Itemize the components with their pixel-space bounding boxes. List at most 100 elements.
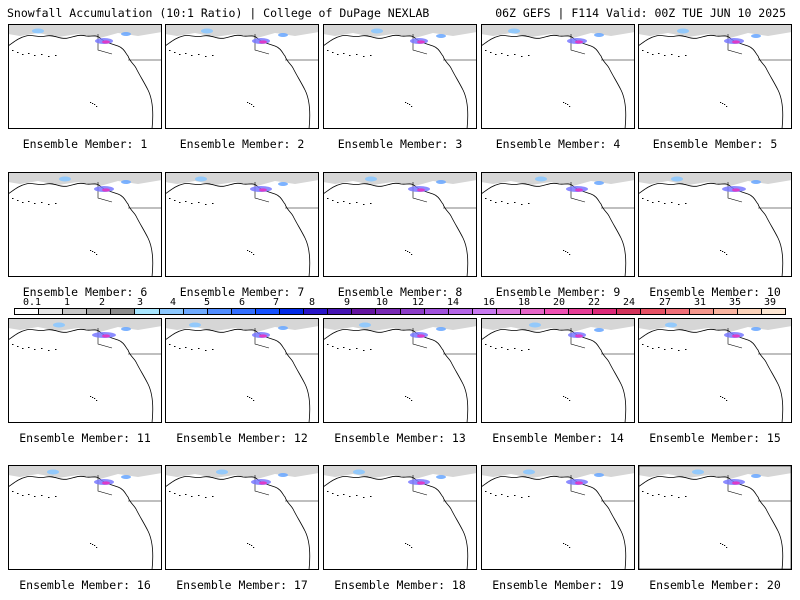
terrain-shading <box>165 24 319 38</box>
color-swatch <box>665 309 690 314</box>
ensemble-map <box>638 172 792 277</box>
color-swatch <box>593 309 618 314</box>
ensemble-member-label: Ensemble Member: 16 <box>19 578 151 592</box>
color-scale-label: 10 <box>375 297 389 308</box>
ensemble-map <box>8 172 162 277</box>
national-border <box>97 34 162 62</box>
coastline <box>323 182 469 277</box>
ensemble-map <box>638 318 792 423</box>
terrain-shading <box>638 465 792 479</box>
ensemble-map <box>481 172 635 277</box>
color-scale-label: 4 <box>169 297 177 308</box>
terrain-shading <box>323 172 477 186</box>
terrain-shading <box>323 465 477 479</box>
ensemble-member-label: Ensemble Member: 11 <box>19 431 151 445</box>
terrain-shading <box>8 24 162 38</box>
coastline <box>638 475 784 570</box>
national-border <box>570 34 635 62</box>
snowfall-shading <box>671 176 761 192</box>
ensemble-member-label: Ensemble Member: 6 <box>22 285 148 299</box>
snowfall-shading <box>535 176 604 192</box>
snowfall-shading <box>523 469 604 485</box>
coastline <box>638 34 784 129</box>
coastline <box>8 34 154 129</box>
coastline <box>323 328 469 423</box>
coastline <box>165 328 311 423</box>
terrain-shading <box>8 172 162 186</box>
ensemble-member-label: Ensemble Member: 9 <box>495 285 621 299</box>
hawaii-islands <box>90 543 98 548</box>
ensemble-map <box>323 172 477 277</box>
color-scale-label: 8 <box>308 297 316 308</box>
terrain-shading <box>8 318 162 332</box>
hawaii-islands <box>405 396 413 401</box>
ensemble-map <box>8 318 162 423</box>
color-swatch <box>520 309 546 314</box>
color-swatch <box>761 309 785 314</box>
ensemble-map <box>481 465 635 570</box>
color-swatch <box>111 309 136 314</box>
ensemble-map <box>165 465 319 570</box>
color-swatch <box>159 309 184 314</box>
terrain-shading <box>481 172 635 186</box>
terrain-shading <box>481 465 635 479</box>
national-border <box>727 34 792 62</box>
panel-frame <box>638 172 792 277</box>
color-swatch <box>569 309 594 314</box>
national-border <box>727 328 792 356</box>
aleutian-islands <box>642 198 687 205</box>
aleutian-islands <box>642 491 687 498</box>
color-scale-label: 2 <box>98 297 106 308</box>
snowfall-shading <box>529 322 604 338</box>
aleutian-islands <box>327 344 372 351</box>
hawaii-islands <box>247 250 255 255</box>
snowfall-shading <box>59 176 131 192</box>
ensemble-member-label: Ensemble Member: 7 <box>179 285 305 299</box>
hawaii-islands <box>405 250 413 255</box>
aleutian-islands <box>169 344 214 351</box>
coastline <box>481 182 627 277</box>
panel-frame <box>8 172 162 277</box>
hawaii-islands <box>720 543 728 548</box>
panel-frame <box>323 318 477 423</box>
panel-frame <box>8 24 162 129</box>
color-swatch <box>231 309 256 314</box>
hawaii-islands <box>720 396 728 401</box>
terrain-shading <box>638 172 792 186</box>
coastline <box>481 475 627 570</box>
model-valid-time: 06Z GEFS | F114 Valid: 00Z TUE JUN 10 20… <box>495 6 786 20</box>
ensemble-map <box>8 24 162 129</box>
color-scale-label: 1 <box>63 297 71 308</box>
coastline <box>323 475 469 570</box>
hawaii-islands <box>405 102 413 107</box>
snowfall-shading <box>195 176 288 192</box>
color-swatch <box>448 309 473 314</box>
color-swatch <box>304 309 329 314</box>
panel-frame <box>165 172 319 277</box>
color-scale-label: 7 <box>272 297 280 308</box>
snowfall-shading <box>47 469 131 485</box>
ensemble-map <box>323 465 477 570</box>
hawaii-islands <box>247 396 255 401</box>
coastline <box>8 328 154 423</box>
ensemble-member-label: Ensemble Member: 13 <box>334 431 466 445</box>
terrain-shading <box>638 24 792 38</box>
hawaii-islands <box>247 102 255 107</box>
ensemble-map <box>323 24 477 129</box>
panel-frame <box>165 318 319 423</box>
color-scale-label: 16 <box>482 297 496 308</box>
aleutian-islands <box>12 344 57 351</box>
panel-frame <box>481 318 635 423</box>
color-scale-label: 39 <box>763 297 777 308</box>
color-swatch <box>255 309 281 314</box>
color-swatch <box>328 309 353 314</box>
ensemble-member-label: Ensemble Member: 3 <box>337 137 463 151</box>
color-swatch <box>376 309 401 314</box>
snowfall-shading <box>189 322 288 338</box>
color-swatch <box>737 309 762 314</box>
color-scale-labels: 0.1 1 2 3 4 5 6 7 8 9 10 12 14 16 18 20 22 24 27 31 35 39 <box>14 297 786 308</box>
hawaii-islands <box>405 543 413 548</box>
hawaii-islands <box>563 250 571 255</box>
ensemble-map <box>481 318 635 423</box>
